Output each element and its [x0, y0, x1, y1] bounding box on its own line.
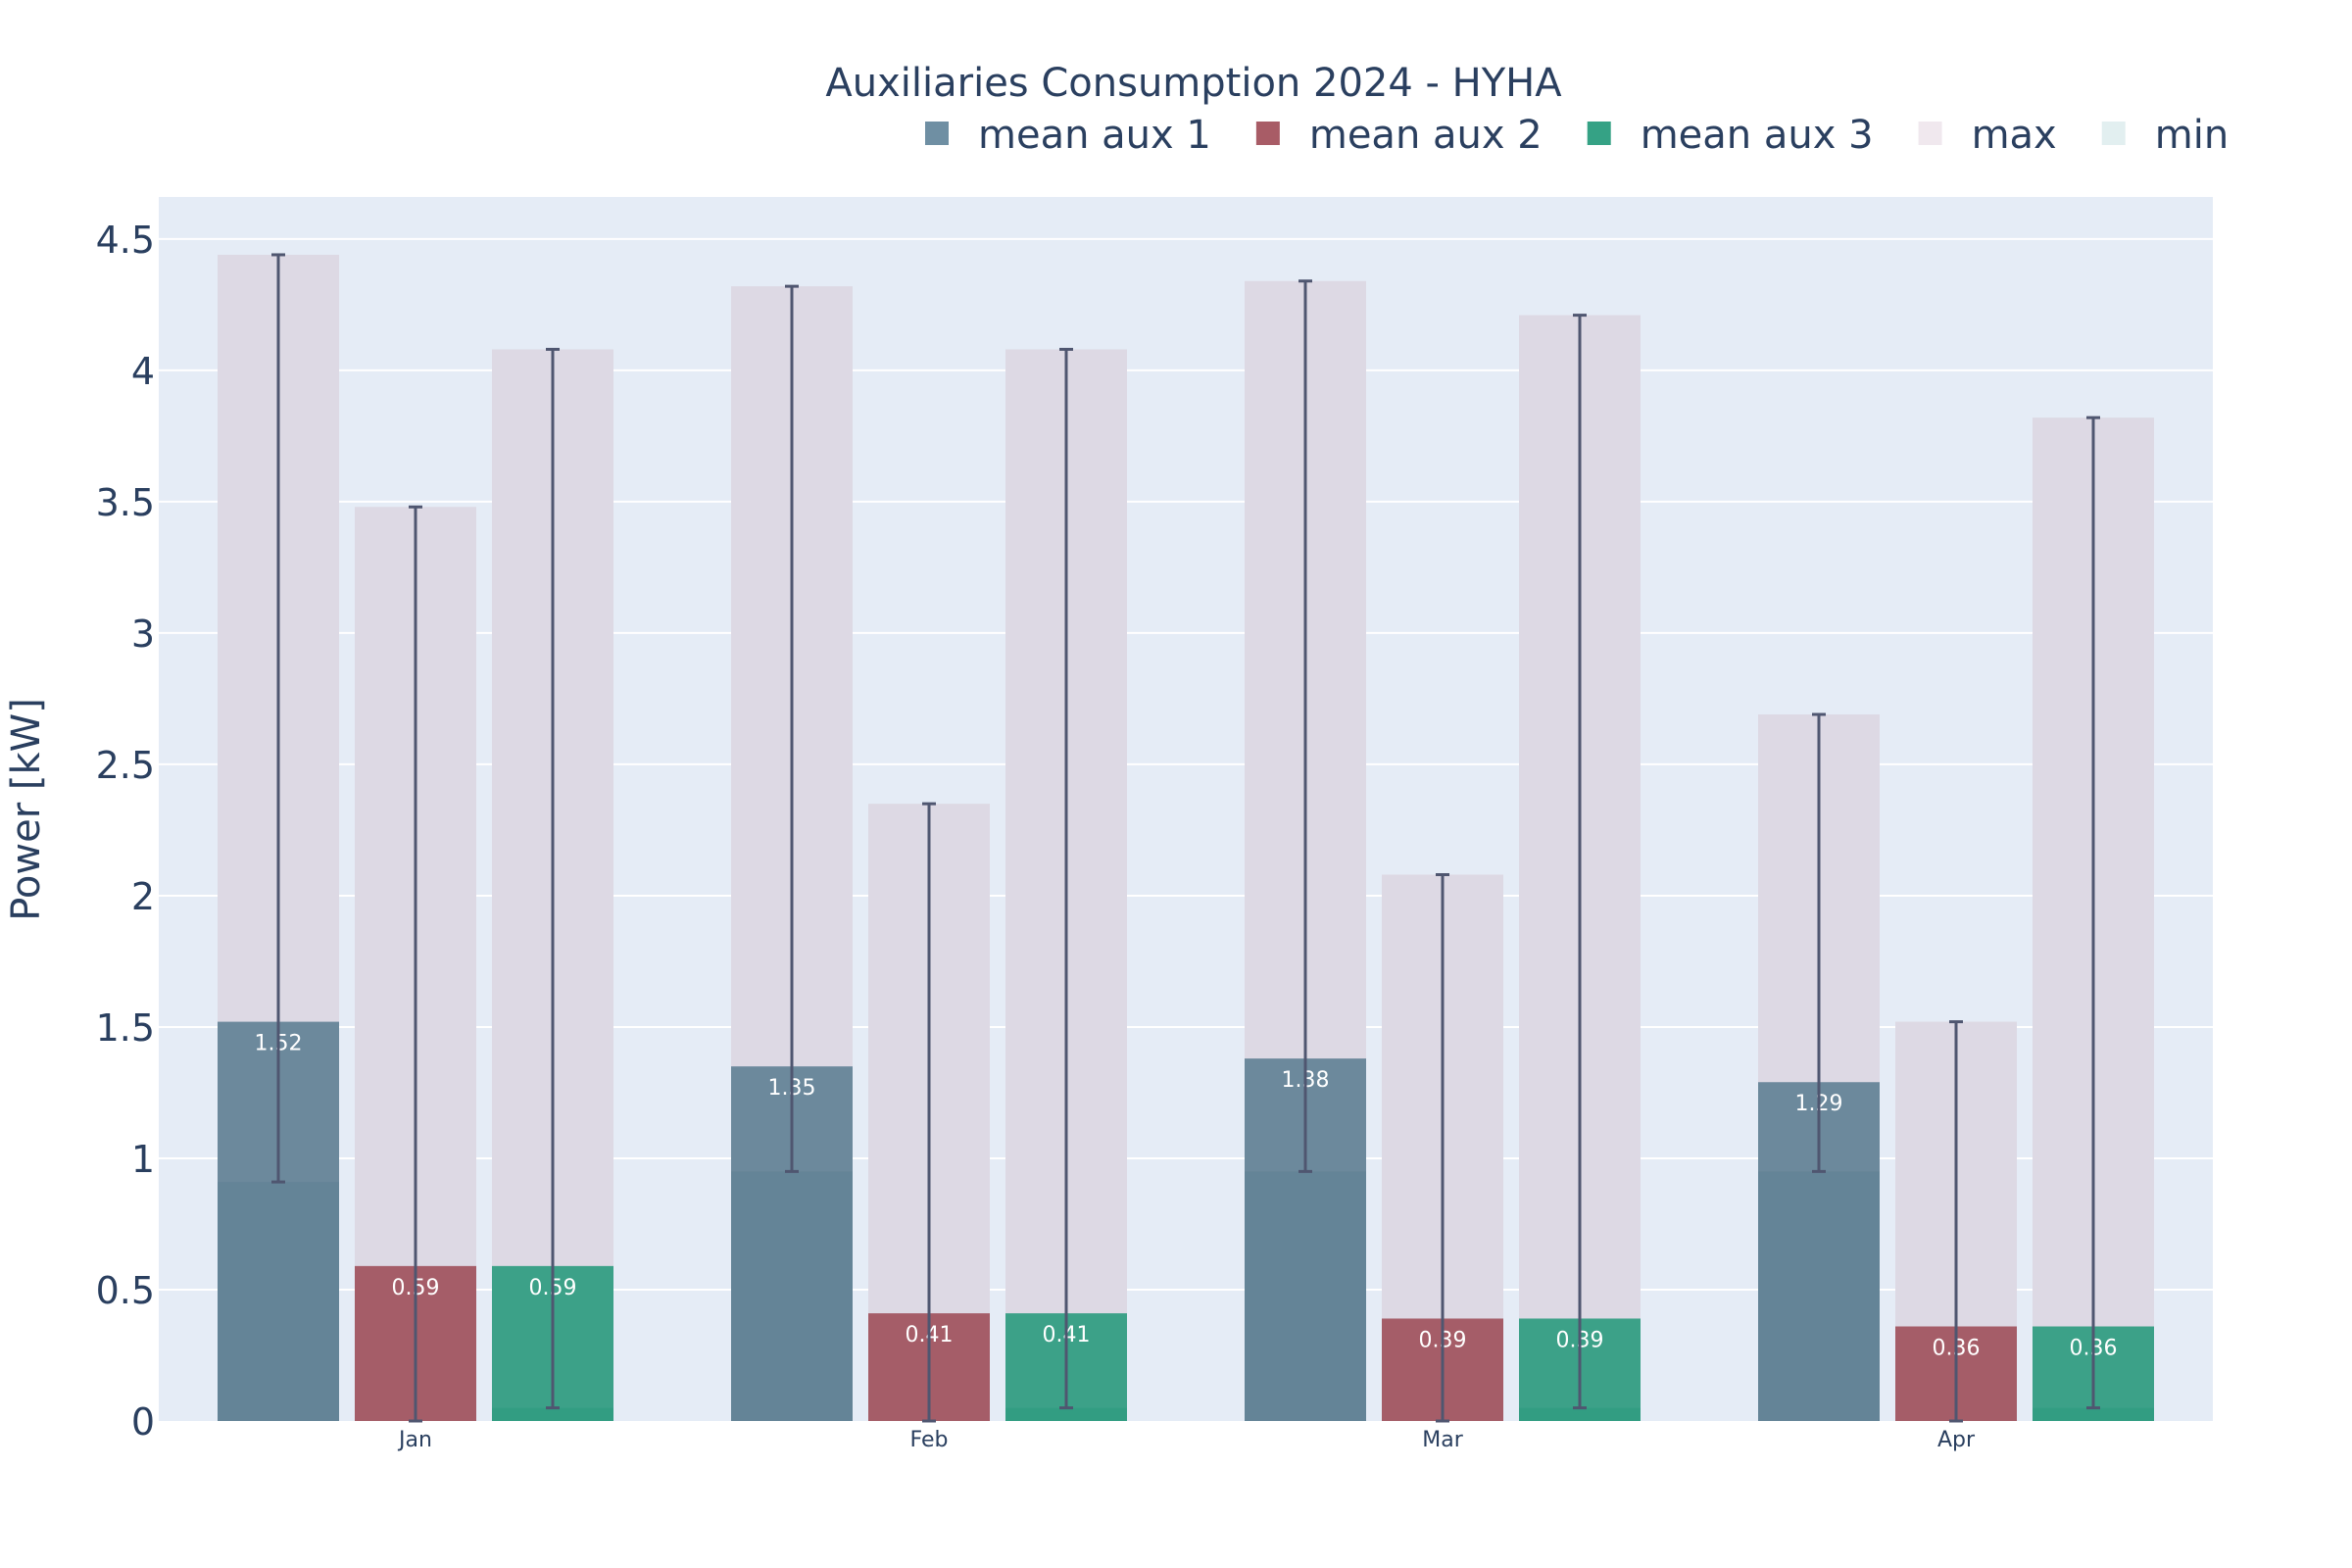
- y-tick-label: 3: [131, 612, 155, 656]
- min-bar: [492, 1407, 613, 1421]
- y-tick-label: 4.5: [96, 219, 155, 262]
- y-tick-label: 2: [131, 875, 155, 918]
- min-bar: [1519, 1407, 1641, 1421]
- min-bar: [218, 1182, 339, 1421]
- y-axis-ticks: 0 0.5 1 1.5 2 2.5 3 3.5 4 4.5: [96, 219, 155, 1444]
- legend-label: mean aux 1: [978, 113, 1211, 158]
- y-tick-label: 2.5: [96, 744, 155, 787]
- legend-label: mean aux 2: [1309, 113, 1543, 158]
- legend-swatch: [2101, 122, 2126, 145]
- y-tick-label: 3.5: [96, 481, 155, 524]
- min-bar: [2033, 1407, 2154, 1421]
- legend-swatch: [1255, 122, 1280, 145]
- min-bar: [731, 1171, 853, 1421]
- x-tick-label: Apr: [1937, 1428, 1976, 1452]
- bars: 1.520.59 0.591.350.41 0.411.380.39 0.391.29…: [218, 253, 2154, 1423]
- legend-swatch: [1918, 122, 1942, 145]
- legend-label: min: [2155, 113, 2229, 158]
- y-tick-label: 1: [131, 1138, 155, 1181]
- y-axis-label: Power [kW]: [4, 698, 49, 921]
- legend-swatch: [1587, 122, 1611, 145]
- chart-title: Auxiliaries Consumption 2024 - HYHA: [825, 61, 1562, 106]
- y-tick-label: 1.5: [96, 1006, 155, 1050]
- x-tick-label: Feb: [910, 1428, 949, 1452]
- x-axis-ticks: Jan Feb Mar Apr: [397, 1428, 1976, 1452]
- y-tick-label: 0: [131, 1400, 155, 1444]
- min-bar: [1245, 1171, 1366, 1421]
- x-tick-label: Jan: [397, 1428, 432, 1452]
- min-bar: [1758, 1171, 1880, 1421]
- y-tick-label: 4: [131, 350, 155, 393]
- y-tick-label: 0.5: [96, 1269, 155, 1312]
- legend-label: mean aux 3: [1641, 113, 1874, 158]
- x-tick-label: Mar: [1422, 1428, 1463, 1452]
- legend-label: max: [1972, 113, 2057, 158]
- legend-swatch: [925, 122, 949, 145]
- min-bar: [1005, 1407, 1127, 1421]
- legend: mean aux 1 mean aux 2 mean aux 3 max min: [925, 113, 2229, 158]
